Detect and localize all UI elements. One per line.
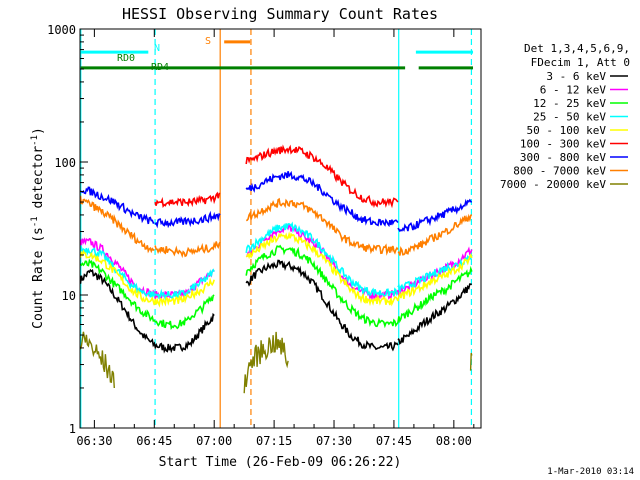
legend: Det 1,3,4,5,6,9, FDecim 1, Att 0 3 - 6 k… xyxy=(500,42,630,191)
y-axis: 1 10 100 1000 xyxy=(47,23,88,436)
series-3-segment-1 xyxy=(189,268,215,291)
series-5-segment-0 xyxy=(154,191,221,208)
series-7 xyxy=(79,195,473,259)
series-6-segment-0 xyxy=(79,186,155,225)
series-6-segment-3 xyxy=(397,198,473,233)
x-axis-label: Start Time (26-Feb-09 06:26:22) xyxy=(159,455,402,470)
y-label-end: ) xyxy=(31,127,46,135)
series-0-segment-2 xyxy=(245,259,399,352)
legend-header-detectors: Det 1,3,4,5,6,9, xyxy=(524,42,630,55)
y-tick-label-1: 10 xyxy=(62,289,76,303)
legend-label-2: 12 - 25 keV xyxy=(533,97,606,110)
flag-label-0: N xyxy=(154,43,160,54)
series-2-segment-1 xyxy=(189,294,215,321)
series-0 xyxy=(79,259,473,354)
legend-label-5: 100 - 300 keV xyxy=(520,138,606,151)
plot-frame xyxy=(79,28,482,429)
footer-timestamp: 1-Mar-2010 03:14 xyxy=(547,467,634,477)
y-tick-label-0: 1 xyxy=(69,422,76,436)
y-tick-label-2: 100 xyxy=(54,156,76,170)
y-label-main: Count Rate (s xyxy=(31,227,46,329)
y-tick-label-3: 1000 xyxy=(47,23,76,37)
x-tick-label-5: 07:45 xyxy=(376,434,412,448)
series-5-segment-1 xyxy=(245,144,399,209)
series-4-segment-2 xyxy=(245,231,399,307)
series-4-segment-3 xyxy=(397,253,473,302)
legend-header-settings: FDecim 1, Att 0 xyxy=(531,56,630,69)
y-axis-label: Count Rate (s-1 detector-1) xyxy=(30,127,46,329)
series-6-segment-2 xyxy=(245,170,399,228)
x-tick-label-4: 07:30 xyxy=(316,434,352,448)
series-8 xyxy=(79,331,473,394)
legend-label-8: 7000 - 20000 keV xyxy=(500,178,606,191)
series-8-segment-1 xyxy=(243,331,289,394)
series-7-segment-2 xyxy=(246,197,399,256)
legend-label-0: 3 - 6 keV xyxy=(546,70,606,83)
x-tick-label-0: 06:30 xyxy=(76,434,112,448)
flag-label-3: RD4 xyxy=(151,62,169,73)
series-8-segment-0 xyxy=(79,331,115,389)
chart-title: HESSI Observing Summary Count Rates xyxy=(122,5,438,23)
series-1-segment-3 xyxy=(397,246,473,298)
series-8-segment-2 xyxy=(469,352,473,371)
series-4-segment-0 xyxy=(79,249,191,308)
series-0-segment-3 xyxy=(397,283,473,345)
x-tick-label-6: 08:00 xyxy=(436,434,472,448)
series-7-segment-3 xyxy=(397,213,473,256)
series-2-segment-3 xyxy=(397,265,473,324)
series-2-segment-2 xyxy=(245,244,399,329)
x-tick-label-2: 07:00 xyxy=(196,434,232,448)
y-label-sup1: -1 xyxy=(30,216,40,227)
series-0-segment-0 xyxy=(79,268,191,354)
y-label-mid: detector xyxy=(31,146,46,217)
series-4-segment-1 xyxy=(189,277,215,300)
series-2-segment-0 xyxy=(79,258,191,331)
plot-area: N S RD0 RD4 xyxy=(79,29,474,428)
series-2 xyxy=(79,244,473,331)
series-4 xyxy=(79,231,473,308)
flag-label-2: RD0 xyxy=(117,53,135,64)
legend-label-3: 25 - 50 keV xyxy=(533,111,606,124)
x-tick-label-1: 06:45 xyxy=(136,434,172,448)
legend-label-6: 300 - 800 keV xyxy=(520,151,606,164)
legend-label-1: 6 - 12 keV xyxy=(540,84,607,97)
series-5 xyxy=(154,144,399,209)
series-7-segment-1 xyxy=(154,241,221,259)
series-3-segment-2 xyxy=(245,221,399,297)
x-tick-label-3: 07:15 xyxy=(256,434,292,448)
y-label-sup2: -1 xyxy=(30,135,40,146)
series-6-segment-1 xyxy=(154,210,221,229)
series-3-segment-0 xyxy=(79,244,191,302)
series-7-segment-0 xyxy=(79,195,155,254)
x-axis: 06:30 06:45 07:00 07:15 07:30 07:45 08:00 xyxy=(76,29,475,448)
legend-label-4: 50 - 100 keV xyxy=(527,124,607,137)
flag-label-1: S xyxy=(205,36,211,47)
series-6 xyxy=(79,170,473,233)
series-0-segment-1 xyxy=(189,312,215,348)
legend-label-7: 800 - 7000 keV xyxy=(513,165,606,178)
